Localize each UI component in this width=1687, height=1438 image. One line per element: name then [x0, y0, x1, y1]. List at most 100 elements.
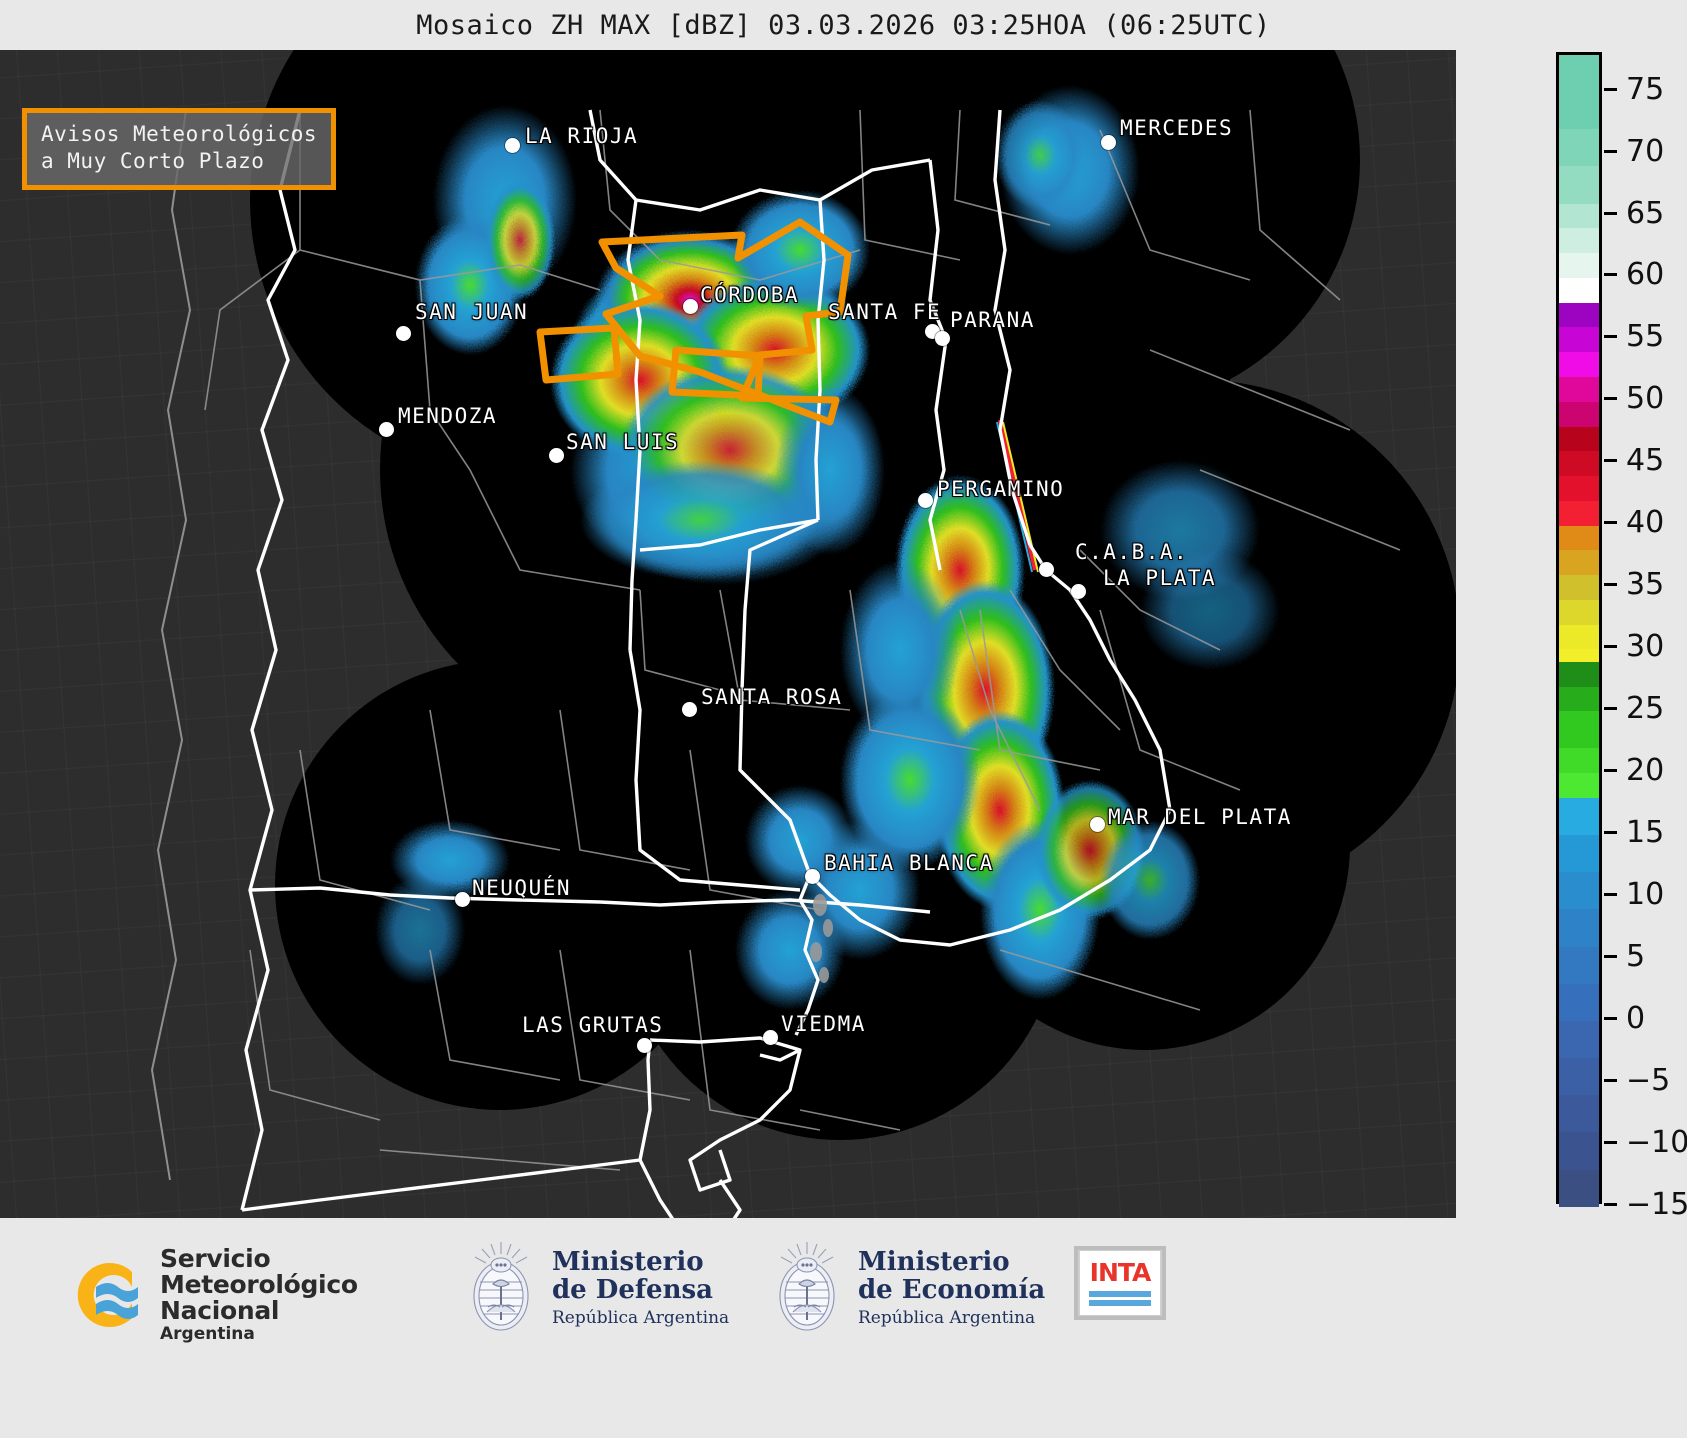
- colorbar-segment: [1559, 376, 1599, 402]
- city-label: BAHIA BLANCA: [824, 851, 994, 875]
- city-dot-icon: [637, 1038, 652, 1053]
- city-dot-icon: [396, 326, 411, 341]
- colorbar-tick-mark: [1604, 645, 1617, 649]
- colorbar-segment: [1559, 476, 1599, 501]
- colorbar-segment: [1559, 599, 1599, 625]
- colorbar-tick-mark: [1604, 1202, 1617, 1206]
- colorbar-segment: [1559, 253, 1599, 278]
- colorbar-tick-mark: [1604, 954, 1617, 958]
- colorbar-tick-mark: [1604, 521, 1617, 525]
- title-bar: Mosaico ZH MAX [dBZ] 03.03.2026 03:25HOA…: [0, 0, 1687, 50]
- colorbar-tick-label: −5: [1626, 1062, 1671, 1098]
- colorbar-tick-mark: [1604, 830, 1617, 834]
- city-dot-icon: [805, 869, 820, 884]
- city-dot-icon: [1071, 584, 1086, 599]
- defensa-line1: Ministerio: [552, 1247, 704, 1278]
- city-dot-icon: [379, 422, 394, 437]
- colorbar-tick-mark: [1604, 459, 1617, 463]
- colorbar-tick-mark: [1604, 768, 1617, 772]
- colorbar-segment: [1559, 661, 1599, 687]
- colorbar-tick-label: −10: [1626, 1124, 1687, 1160]
- colorbar-segment: [1559, 277, 1599, 303]
- colorbar-segment: [1559, 748, 1599, 774]
- colorbar-tick-label: 30: [1626, 629, 1665, 665]
- colorbar-tick-label: 65: [1626, 195, 1665, 231]
- colorbar-tick-label: 35: [1626, 567, 1665, 603]
- colorbar-tick-mark: [1604, 273, 1617, 277]
- city-label: VIEDMA: [781, 1012, 866, 1036]
- colorbar-segment: [1559, 1132, 1599, 1170]
- radar-map-panel[interactable]: LA RIOJA MERCEDES SAN JUAN CÓRDOBA SANTA FE P…: [0, 50, 1456, 1218]
- colorbar-segment: [1559, 228, 1599, 254]
- argentina-coat-of-arms-icon: [473, 1242, 529, 1331]
- colorbar-segment: [1559, 426, 1599, 452]
- colorbar-segment: [1559, 909, 1599, 947]
- colorbar-segment: [1559, 1058, 1599, 1096]
- city-label: SAN JUAN: [415, 300, 529, 324]
- colorbar-segment: [1559, 55, 1599, 130]
- logo-inta[interactable]: INTA: [1074, 1246, 1166, 1320]
- colorbar-segment: [1559, 624, 1599, 650]
- warnings-legend-box[interactable]: Avisos Meteorológicos a Muy Corto Plazo: [22, 108, 337, 190]
- colorbar-tick-mark: [1604, 149, 1617, 153]
- logo-smn[interactable]: Servicio Meteorológico Nacional Argentin…: [62, 1246, 358, 1344]
- smn-emblem-icon: [62, 1253, 146, 1337]
- logo-ministerio-economia[interactable]: Ministerio de Economía República Argenti…: [768, 1240, 1045, 1336]
- economia-line3: República Argentina: [858, 1307, 1036, 1328]
- logo-ministerio-defensa[interactable]: Ministerio de Defensa República Argentin…: [462, 1240, 729, 1336]
- city-dot-icon: [1039, 562, 1054, 577]
- smn-line2: Meteorológico: [160, 1269, 358, 1299]
- colorbar-segment: [1559, 711, 1599, 749]
- economia-line1: Ministerio: [858, 1247, 1010, 1278]
- colorbar-tick-mark: [1604, 211, 1617, 215]
- colorbar-segment: [1559, 451, 1599, 477]
- colorbar-tick-label: 70: [1626, 133, 1665, 169]
- warnings-legend-line1: Avisos Meteorológicos: [41, 122, 318, 146]
- defensa-line3: República Argentina: [552, 1307, 730, 1328]
- city-label: MENDOZA: [398, 404, 498, 428]
- colorbar-tick-label: 75: [1626, 71, 1665, 107]
- colorbar-segment: [1559, 773, 1599, 798]
- colorbar-tick-label: 20: [1626, 752, 1665, 788]
- colorbar-tick-mark: [1604, 1140, 1617, 1144]
- city-label: MAR DEL PLATA: [1108, 805, 1292, 829]
- colorbar-tick-mark: [1604, 87, 1617, 91]
- colorbar-tick-mark: [1604, 335, 1617, 339]
- argentina-coat-of-arms-icon: [779, 1242, 835, 1331]
- colorbar-segment: [1559, 1020, 1599, 1059]
- city-dot-icon: [682, 702, 697, 717]
- city-label: LAS GRUTAS: [522, 1013, 664, 1037]
- colorbar-tick-label: −15: [1626, 1186, 1687, 1222]
- colorbar-tick-label: 5: [1626, 938, 1646, 974]
- colorbar-segment: [1559, 525, 1599, 551]
- colorbar-segment: [1559, 835, 1599, 873]
- city-label: SANTA FE: [828, 300, 942, 324]
- page-title: Mosaico ZH MAX [dBZ] 03.03.2026 03:25HOA…: [416, 9, 1271, 41]
- city-dot-icon: [455, 892, 470, 907]
- city-label: LA RIOJA: [525, 124, 639, 148]
- colorbar-segment: [1559, 1169, 1599, 1207]
- city-label: SAN LUIS: [566, 430, 680, 454]
- footer-logos: Servicio Meteorológico Nacional Argentin…: [0, 1218, 1687, 1438]
- inta-flag-bars-icon: [1089, 1288, 1151, 1306]
- colorbar-segment: [1559, 946, 1599, 984]
- colorbar-segment: [1559, 550, 1599, 576]
- colorbar-tick-label: 55: [1626, 319, 1665, 355]
- colorbar-segment: [1559, 983, 1599, 1021]
- city-label: PARANA: [950, 308, 1035, 332]
- defensa-line2: de Defensa: [552, 1274, 713, 1305]
- colorbar-segment: [1559, 166, 1599, 204]
- city-dot-icon: [918, 493, 933, 508]
- city-dot-icon: [763, 1030, 778, 1045]
- city-dot-icon: [1101, 135, 1116, 150]
- colorbar-segment: [1559, 302, 1599, 328]
- city-label: CÓRDOBA: [700, 283, 800, 307]
- colorbar-segment: [1559, 327, 1599, 353]
- colorbar-tick-mark: [1604, 397, 1617, 401]
- colorbar-gradient: [1556, 52, 1602, 1207]
- smn-line1: Servicio: [160, 1244, 271, 1273]
- city-label: MERCEDES: [1120, 116, 1234, 140]
- colorbar-segment: [1559, 575, 1599, 600]
- smn-line4: Argentina: [160, 1324, 255, 1345]
- city-dot-icon: [505, 138, 520, 153]
